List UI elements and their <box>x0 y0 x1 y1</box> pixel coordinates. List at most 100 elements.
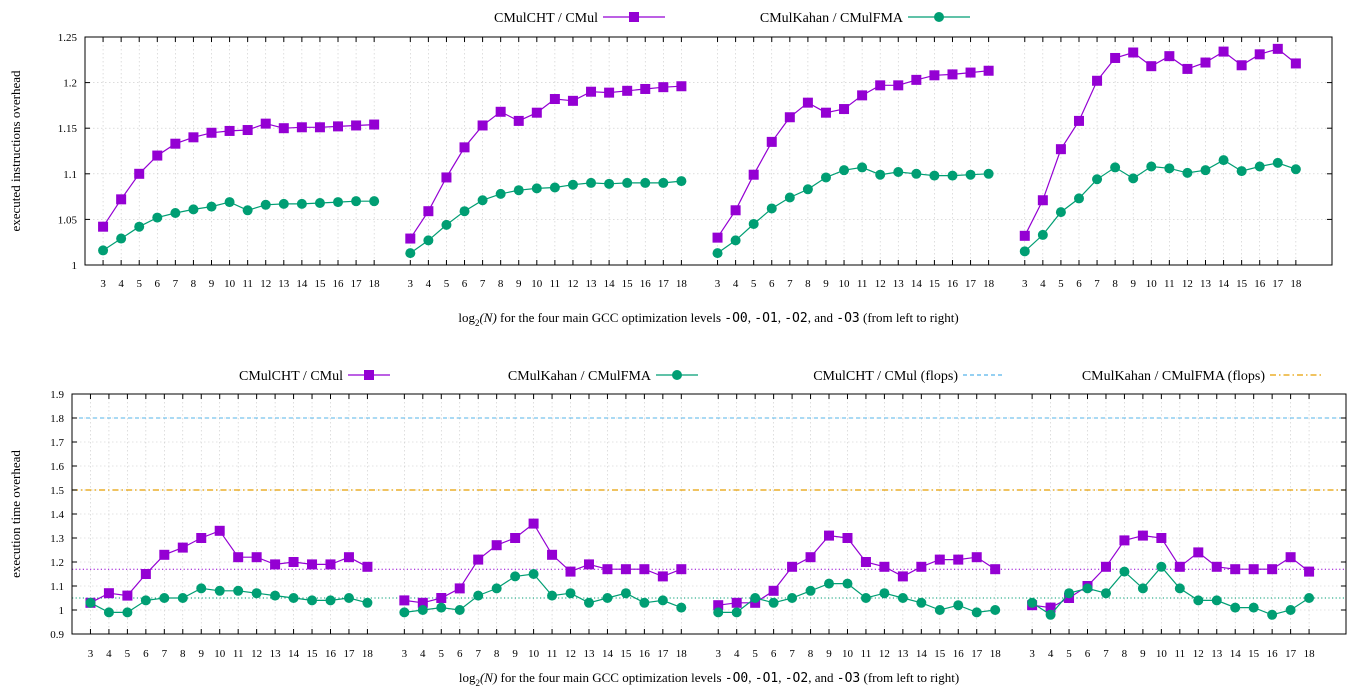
series-line <box>1024 48 1297 237</box>
data-point <box>122 607 133 618</box>
x-tick-label: 4 <box>1048 648 1054 660</box>
data-point <box>916 561 927 572</box>
x-tick-label: 16 <box>333 278 345 290</box>
data-point <box>417 605 428 615</box>
series-line <box>718 582 996 614</box>
data-point <box>495 106 506 117</box>
data-point <box>1272 157 1283 168</box>
x-tick-label: 14 <box>916 648 928 660</box>
data-point <box>1218 46 1229 57</box>
data-point <box>547 590 558 601</box>
data-point <box>879 588 890 599</box>
data-point <box>657 595 668 606</box>
reference-lines <box>72 417 1346 599</box>
x-tick-label: 8 <box>494 648 500 660</box>
y-tick-label: 1.2 <box>63 78 77 90</box>
data-point <box>583 597 594 608</box>
data-point <box>1092 75 1103 86</box>
x-tick-label: 8 <box>180 648 186 660</box>
x-tick-label: 14 <box>911 278 923 290</box>
x-tick-label: 9 <box>823 278 829 290</box>
data-point <box>1182 63 1193 74</box>
x-tick-label: 13 <box>897 648 909 660</box>
x-tick-label: 3 <box>715 278 721 290</box>
y-tick-label: 1.8 <box>50 413 64 425</box>
data-point <box>1285 605 1296 615</box>
data-point <box>473 554 484 565</box>
x-tick-label: 16 <box>639 648 651 660</box>
x-axis-label: log2(N) for the four main GCC optimizati… <box>458 310 958 328</box>
x-tick-label: 5 <box>125 648 131 660</box>
x-tick-label: 9 <box>516 278 522 290</box>
data-point <box>296 122 307 133</box>
data-point <box>934 554 945 565</box>
x-tick-label: 17 <box>658 278 670 290</box>
data-point <box>159 593 170 603</box>
data-point <box>1128 173 1139 184</box>
data-point <box>278 123 289 134</box>
data-point <box>1119 535 1130 546</box>
data-point <box>196 533 207 543</box>
x-tick-label: 8 <box>805 278 811 290</box>
data-point <box>260 199 271 210</box>
data-point <box>934 605 945 615</box>
data-point <box>103 588 114 599</box>
data-point <box>459 142 470 153</box>
data-point <box>170 138 181 149</box>
x-tick-label: 12 <box>1193 648 1204 660</box>
data-point <box>1193 595 1204 606</box>
series-line <box>1024 159 1297 252</box>
series-line <box>718 534 996 606</box>
x-tick-label: 11 <box>242 278 253 290</box>
data-point <box>583 559 594 570</box>
data-point <box>251 588 262 599</box>
x-tick-label: 17 <box>971 648 983 660</box>
data-point <box>307 559 318 570</box>
x-tick-label: 17 <box>965 278 977 290</box>
y-tick-label: 1.4 <box>50 509 64 521</box>
data-point <box>842 578 853 589</box>
x-tick-label: 11 <box>547 648 558 660</box>
x-tick-label: 5 <box>751 278 757 290</box>
y-tick-label: 1 <box>59 605 65 617</box>
data-point <box>620 588 631 599</box>
legend-label: CMulCHT / CMul (flops) <box>813 369 958 384</box>
data-point <box>1137 530 1148 541</box>
data-point <box>1304 566 1315 577</box>
y-tick-label: 1.25 <box>58 32 78 44</box>
data-point <box>1156 533 1167 543</box>
data-point <box>748 218 759 229</box>
data-point <box>567 179 578 190</box>
x-tick-label: 12 <box>567 278 578 290</box>
data-point <box>640 177 651 188</box>
x-tick-label: 11 <box>233 648 244 660</box>
x-tick-label: 4 <box>106 648 112 660</box>
data-point <box>454 605 465 615</box>
x-tick-label: 8 <box>498 278 504 290</box>
x-tick-label: 10 <box>528 648 540 660</box>
legend: CMulCHT / CMul CMulKahan / CMulFMA <box>494 11 970 26</box>
data-point <box>98 245 109 256</box>
plot-frame <box>84 36 1333 266</box>
x-tick-label: 6 <box>457 648 463 660</box>
data-point <box>1082 583 1093 594</box>
data-point <box>1119 566 1130 577</box>
data-point <box>260 118 271 129</box>
data-point <box>85 597 96 608</box>
x-tick-label: 14 <box>288 648 300 660</box>
data-point <box>787 593 798 603</box>
data-point <box>547 549 558 560</box>
data-point <box>657 571 668 582</box>
data-point <box>296 198 307 209</box>
data-point <box>602 564 613 575</box>
series-line <box>717 166 989 254</box>
x-tick-label: 10 <box>1156 648 1168 660</box>
data-point <box>911 74 922 85</box>
data-point <box>676 602 687 613</box>
data-point <box>140 569 151 579</box>
data-point <box>1182 167 1193 178</box>
x-tick-label: 6 <box>1085 648 1091 660</box>
data-point <box>307 595 318 606</box>
data-point <box>1164 51 1175 62</box>
data-point <box>1254 49 1265 60</box>
